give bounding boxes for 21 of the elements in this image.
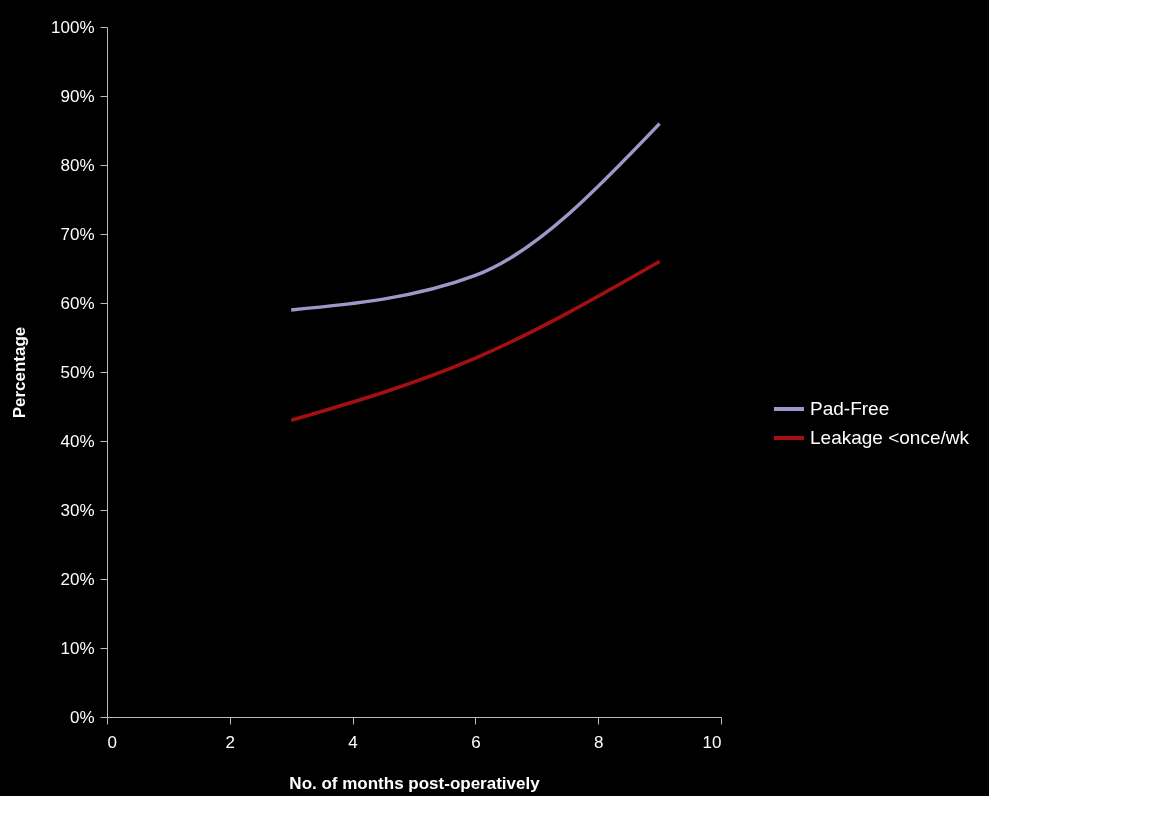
legend-label: Leakage <once/wk [810,427,970,448]
y-tick-label: 100% [51,17,95,37]
y-tick-label: 80% [60,155,95,175]
x-tick-label: 8 [593,732,604,752]
x-tick-label: 4 [348,732,358,752]
x-tick-label: 0 [107,732,117,752]
x-tick-label: 10 [702,732,722,752]
y-tick-label: 90% [60,86,95,106]
y-tick-label: 30% [60,500,95,520]
y-axis-title: Percentage [10,326,30,419]
x-tick-label: 6 [471,732,481,752]
y-tick-label: 70% [60,224,95,244]
y-tick-label: 50% [60,362,95,382]
y-tick-label: 60% [60,293,95,313]
legend-label: Pad-Free [810,398,890,419]
y-tick-label: 20% [60,569,95,589]
x-axis-title: No. of months post-operatively [289,773,541,793]
x-tick-label: 2 [225,732,236,752]
y-tick-label: 0% [69,707,95,727]
y-tick-label: 10% [60,638,95,658]
y-tick-label: 40% [60,431,95,451]
